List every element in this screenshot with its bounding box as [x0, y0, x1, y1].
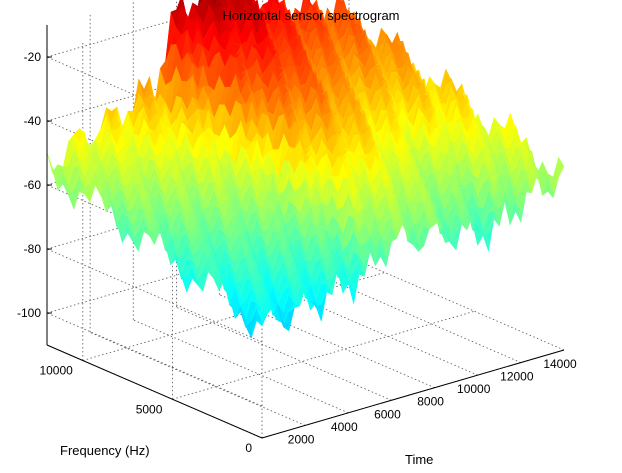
surface-layer	[46, 0, 565, 339]
grid-line-floor-time	[348, 256, 565, 351]
grid-line-floor-time	[262, 281, 478, 376]
grid-line-floor-time	[133, 319, 349, 414]
z-tick-label: -60	[24, 178, 42, 192]
time-tick-label: 8000	[417, 395, 444, 409]
grid-line-floor-freq	[82, 272, 385, 361]
grid-line-floor-freq	[172, 310, 475, 400]
time-tick-label: 10000	[457, 382, 491, 396]
chart-title: Horizontal sensor spectrogram	[222, 8, 399, 23]
freq-tick-label: 0	[245, 441, 252, 455]
grid-line-side-z	[46, 248, 263, 343]
freq-tick-label: 5000	[136, 402, 163, 416]
time-tick-label: 14000	[543, 357, 577, 371]
time-tick-label: 4000	[331, 420, 358, 434]
grid-line-side-z	[46, 312, 263, 407]
z-tick-label: -100	[17, 306, 41, 320]
surface-patch	[552, 156, 565, 192]
surface-patch	[231, 0, 239, 13]
time-tick-label: 6000	[374, 407, 401, 421]
grid-line-floor-time	[305, 269, 522, 363]
time-tick-label: 2000	[288, 432, 315, 446]
z-tick-label: -20	[24, 50, 42, 64]
freq-axis-line	[46, 344, 263, 439]
grid-line-floor-time	[176, 306, 392, 401]
surface-patch	[211, 0, 218, 9]
grid-line-floor-time	[89, 332, 306, 426]
freq-tick-label: 10000	[39, 364, 73, 378]
x-axis-label: Time	[405, 452, 433, 467]
axes-layer: -20 -40 -60 -80 -100 0 5000 10000 2000 4000 6000 80…	[17, 25, 577, 455]
z-tick-label: -40	[24, 114, 42, 128]
surface-patch	[197, 0, 203, 7]
time-axis-line	[261, 349, 565, 439]
y-axis-label: Frequency (Hz)	[60, 443, 150, 458]
time-tick-label: 12000	[500, 370, 534, 384]
z-tick-label: -80	[24, 242, 42, 256]
grid-line-floor-time	[219, 294, 435, 389]
surface-patch	[235, 0, 241, 12]
surface-patch	[197, 0, 208, 24]
